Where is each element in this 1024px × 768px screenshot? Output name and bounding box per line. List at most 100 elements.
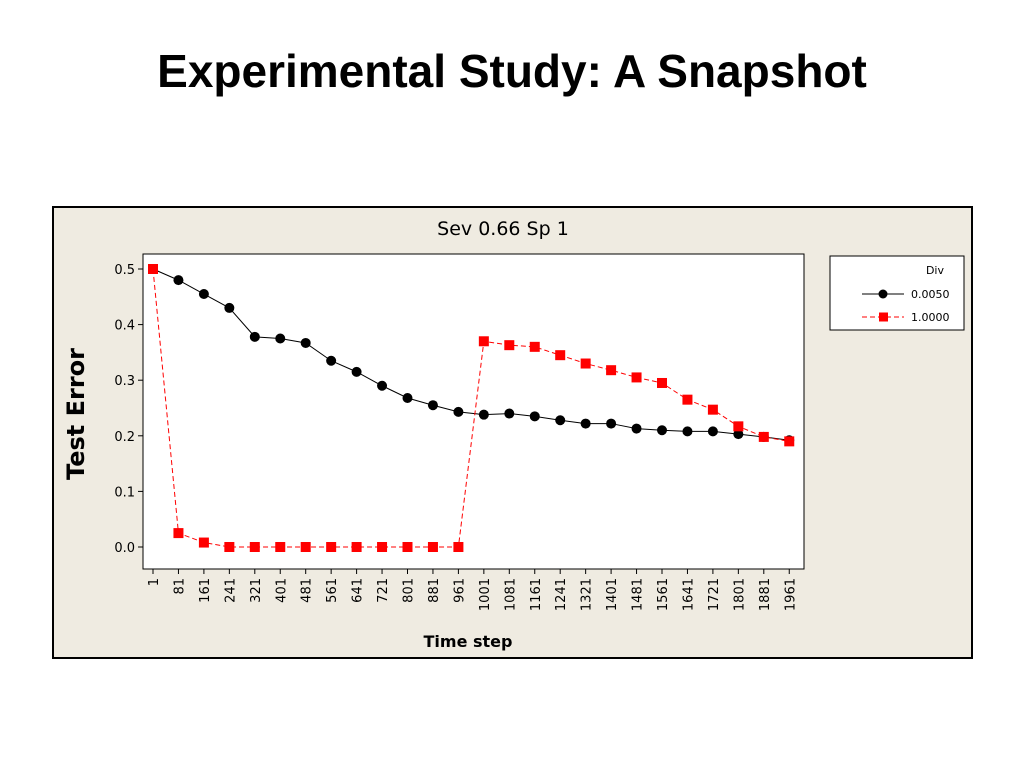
data-point xyxy=(682,426,693,437)
data-point xyxy=(529,411,540,422)
data-point xyxy=(427,400,438,411)
data-point xyxy=(300,542,311,552)
plot-area xyxy=(142,253,805,570)
data-point xyxy=(453,542,464,552)
data-point xyxy=(198,537,209,548)
data-point xyxy=(529,341,540,352)
x-tick-label: 1241 xyxy=(554,578,569,611)
data-point xyxy=(173,275,184,286)
x-tick-label: 1081 xyxy=(503,578,518,611)
legend-box xyxy=(829,255,965,331)
data-point xyxy=(198,289,209,300)
x-tick-label: 321 xyxy=(249,578,264,603)
data-point xyxy=(351,542,362,552)
data-point xyxy=(224,542,235,552)
data-point xyxy=(657,377,667,388)
data-point xyxy=(453,406,464,417)
legend-title: Div xyxy=(926,264,945,277)
x-tick-label: 721 xyxy=(376,578,391,603)
legend-marker xyxy=(878,289,888,299)
data-point xyxy=(580,418,591,429)
x-tick-label: 1721 xyxy=(707,578,722,611)
data-point xyxy=(707,404,718,415)
data-point xyxy=(504,408,515,419)
series-layer xyxy=(148,264,795,552)
x-tick-label: 241 xyxy=(223,578,238,603)
data-point xyxy=(326,542,337,552)
x-tick-label: 1481 xyxy=(631,578,646,611)
data-point xyxy=(504,340,515,351)
data-point xyxy=(377,380,388,391)
legend-item: 0.0050 xyxy=(862,288,950,301)
y-axis-label: Test Error xyxy=(62,348,90,480)
data-point xyxy=(784,436,795,447)
x-tick-label: 1161 xyxy=(529,578,544,611)
legend-items: 0.0050 1.0000 xyxy=(862,288,950,324)
x-tick-label: 1961 xyxy=(783,578,798,611)
y-tick-label: 0.5 xyxy=(114,263,135,278)
data-point xyxy=(631,423,642,434)
data-point xyxy=(555,350,566,361)
data-point xyxy=(758,431,769,442)
data-point xyxy=(326,355,337,366)
x-tick-label: 161 xyxy=(198,578,213,603)
y-tick-label: 0.2 xyxy=(114,430,135,445)
data-point xyxy=(427,542,438,552)
data-point xyxy=(402,542,413,552)
y-axis: 0.0 0.1 0.2 0.3 0.4 0.5 xyxy=(114,263,143,556)
legend: Div 0.0050 1.0000 xyxy=(829,255,965,331)
data-point xyxy=(300,337,311,348)
x-axis-label: Time step xyxy=(424,632,513,651)
data-point xyxy=(275,333,286,344)
y-tick-label: 0.0 xyxy=(114,541,135,556)
data-point xyxy=(707,426,718,437)
line-chart: Sev 0.66 Sp 1 Test Error Time step 0.00.… xyxy=(62,218,965,651)
x-tick-label: 1401 xyxy=(605,578,620,611)
x-tick-label: 401 xyxy=(274,578,289,603)
slide-title: Experimental Study: A Snapshot xyxy=(157,45,867,97)
data-point xyxy=(402,392,413,403)
legend-label: 0.0050 xyxy=(911,288,950,301)
x-tick-label: 1881 xyxy=(758,578,773,611)
x-tick-label: 1 xyxy=(147,578,162,586)
x-tick-label: 481 xyxy=(300,578,315,603)
legend-marker xyxy=(879,312,888,322)
data-point xyxy=(478,336,489,347)
x-tick-label: 561 xyxy=(325,578,340,603)
data-point xyxy=(249,331,260,342)
legend-item: 1.0000 xyxy=(862,311,950,324)
data-point xyxy=(275,542,286,552)
data-point xyxy=(249,542,260,552)
y-tick-label: 0.3 xyxy=(114,374,135,389)
data-point xyxy=(657,425,667,436)
data-point xyxy=(555,415,566,426)
legend-label: 1.0000 xyxy=(911,311,950,324)
y-tick-label: 0.4 xyxy=(114,319,135,334)
chart-title: Sev 0.66 Sp 1 xyxy=(437,218,569,240)
x-axis: 1 81 161 241 321 401 481 561 641 721 801 881 961 1001… xyxy=(147,569,798,611)
x-tick-label: 1321 xyxy=(580,578,595,611)
data-point xyxy=(733,429,744,440)
data-point xyxy=(580,358,591,369)
data-point xyxy=(606,418,617,429)
data-point xyxy=(682,394,693,405)
data-point xyxy=(173,528,184,539)
x-tick-label: 1801 xyxy=(732,578,747,611)
x-tick-label: 1641 xyxy=(681,578,696,611)
x-tick-label: 1001 xyxy=(478,578,493,611)
chart-frame: Sev 0.66 Sp 1 Test Error Time step 0.0 0.… xyxy=(52,206,973,659)
x-tick-label: 641 xyxy=(351,578,366,603)
data-point xyxy=(351,366,362,377)
y-tick-label: 0.1 xyxy=(114,485,135,500)
x-tick-label: 881 xyxy=(427,578,442,603)
data-point xyxy=(478,409,489,420)
series-2 xyxy=(148,264,795,552)
data-point xyxy=(733,421,744,432)
data-point xyxy=(224,302,235,313)
data-point xyxy=(377,542,388,552)
data-point xyxy=(606,365,617,376)
data-point xyxy=(148,264,158,274)
x-tick-label: 801 xyxy=(402,578,417,603)
x-tick-label: 1561 xyxy=(656,578,671,611)
x-tick-label: 81 xyxy=(172,578,187,595)
